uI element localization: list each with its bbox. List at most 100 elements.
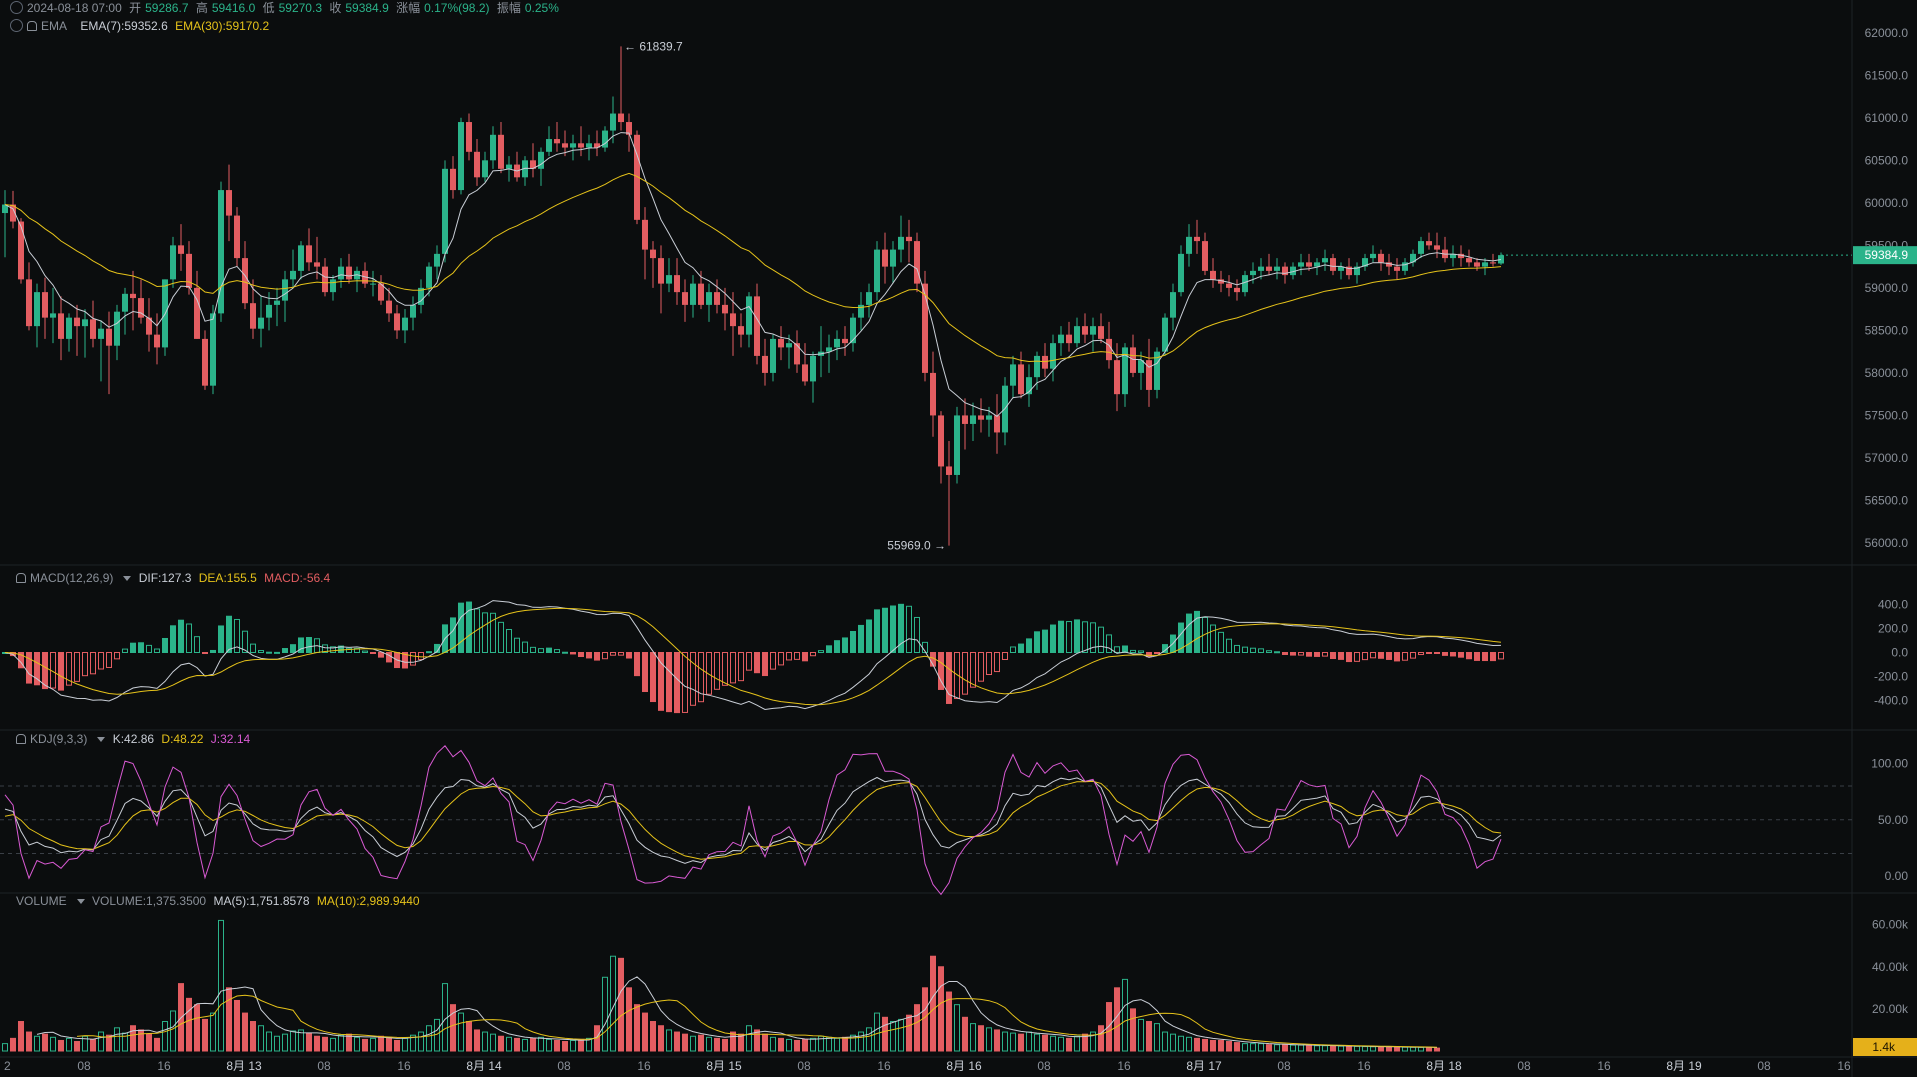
low-annotation: 55969.0 → xyxy=(887,539,946,553)
volume-bar xyxy=(714,1037,720,1052)
volume-bar xyxy=(914,1004,920,1052)
volume-bar xyxy=(34,1035,40,1052)
macd-bar xyxy=(714,652,720,690)
candle-up xyxy=(1026,377,1032,395)
macd-bar xyxy=(954,652,960,700)
candle-up xyxy=(890,249,896,267)
candle-up xyxy=(786,343,792,348)
candle-up xyxy=(98,328,104,339)
candle-down xyxy=(1098,326,1104,339)
candle-up xyxy=(418,287,424,305)
time-axis-label: 8月 15 xyxy=(706,1059,742,1073)
macd-bar xyxy=(1186,613,1192,653)
macd-tick-label: 200.0 xyxy=(1878,621,1908,635)
volume-bar xyxy=(1386,1046,1392,1052)
candle-up xyxy=(50,313,56,318)
candle-down xyxy=(594,143,600,148)
volume-bar xyxy=(1258,1043,1264,1052)
macd-bar xyxy=(322,644,328,654)
dropdown-icon[interactable] xyxy=(123,576,132,581)
candle-up xyxy=(1090,326,1096,335)
macd-tick-label: -200.0 xyxy=(1874,670,1908,684)
macd-bar xyxy=(650,652,656,703)
bell-icon[interactable] xyxy=(16,734,26,744)
candle-down xyxy=(186,253,192,288)
macd-bar xyxy=(770,652,776,670)
volume-bar xyxy=(1058,1036,1064,1052)
volume-bar xyxy=(698,1034,704,1052)
candle-up xyxy=(602,130,608,148)
volume-bar xyxy=(1218,1039,1224,1052)
ema30-value: EMA(30):59170.2 xyxy=(175,19,270,33)
bell-icon[interactable] xyxy=(16,573,26,583)
candle-down xyxy=(250,303,256,329)
kdj-legend-name[interactable]: KDJ(9,3,3) xyxy=(30,732,88,746)
macd-histogram-value: MACD:-56.4 xyxy=(264,571,331,585)
macd-bar xyxy=(58,652,64,691)
candle-up xyxy=(1250,270,1256,276)
macd-bar xyxy=(1466,652,1472,660)
bell-icon[interactable] xyxy=(27,21,37,31)
candle-up xyxy=(1074,326,1080,344)
candle-up xyxy=(1058,334,1064,344)
low-label: 低 xyxy=(262,1,275,15)
dropdown-icon[interactable] xyxy=(76,899,85,904)
macd-bar xyxy=(290,644,296,654)
volume-bar xyxy=(314,1035,320,1052)
candle-up xyxy=(1450,253,1456,259)
candle-up xyxy=(170,245,176,280)
macd-legend-name[interactable]: MACD(12,26,9) xyxy=(30,571,114,585)
dropdown-icon[interactable] xyxy=(97,737,106,742)
candle-down xyxy=(74,317,80,327)
volume-bar xyxy=(514,1037,520,1052)
macd-bar xyxy=(1074,619,1080,653)
macd-bar xyxy=(1290,652,1296,656)
macd-bar xyxy=(1242,646,1248,653)
volume-bar xyxy=(322,1036,328,1052)
eye-icon[interactable] xyxy=(10,1,23,14)
candle-up xyxy=(770,338,776,373)
macd-bar xyxy=(1306,652,1312,657)
macd-bar xyxy=(1058,620,1064,653)
candle-down xyxy=(226,190,232,216)
candle-down xyxy=(306,245,312,263)
macd-bar xyxy=(1490,652,1496,662)
volume-bar xyxy=(298,1029,304,1052)
volume-bar xyxy=(410,1034,416,1052)
volume-bar xyxy=(1210,1039,1216,1052)
ema-legend-name[interactable]: EMA xyxy=(41,19,68,33)
volume-bar xyxy=(1306,1045,1312,1052)
volume-bar xyxy=(1298,1044,1304,1052)
volume-bar xyxy=(978,1025,984,1052)
time-axis-label: 16 xyxy=(157,1059,171,1073)
volume-bar xyxy=(338,1034,344,1052)
volume-bar xyxy=(1410,1046,1416,1052)
macd-bar xyxy=(858,624,864,653)
candle-up xyxy=(482,160,488,178)
volume-bar xyxy=(658,1025,664,1052)
candle-up xyxy=(1274,266,1280,271)
macd-bar xyxy=(170,625,176,654)
volume-bar xyxy=(1082,1033,1088,1052)
kdj-j-line xyxy=(4,745,1502,896)
macd-bar xyxy=(458,602,464,654)
volume-bar xyxy=(506,1036,512,1052)
time-axis-label: 8月 19 xyxy=(1666,1059,1702,1073)
volume-legend-name[interactable]: VOLUME xyxy=(16,894,67,908)
volume-bar xyxy=(898,1018,904,1052)
volume-bar xyxy=(546,1038,552,1052)
volume-bar xyxy=(770,1036,776,1052)
candle-down xyxy=(1218,279,1224,284)
macd-bar xyxy=(162,637,168,654)
candle-up xyxy=(1122,347,1128,395)
macd-bar xyxy=(1378,652,1384,659)
current-price-badge xyxy=(1853,246,1917,265)
candle-down xyxy=(1306,262,1312,267)
candle-up xyxy=(746,296,752,335)
collapse-icon[interactable] xyxy=(10,19,23,32)
macd-tick-label: -400.0 xyxy=(1874,694,1908,708)
volume-bar xyxy=(1378,1046,1384,1052)
volume-bar xyxy=(154,1037,160,1052)
macd-bar xyxy=(570,652,576,655)
